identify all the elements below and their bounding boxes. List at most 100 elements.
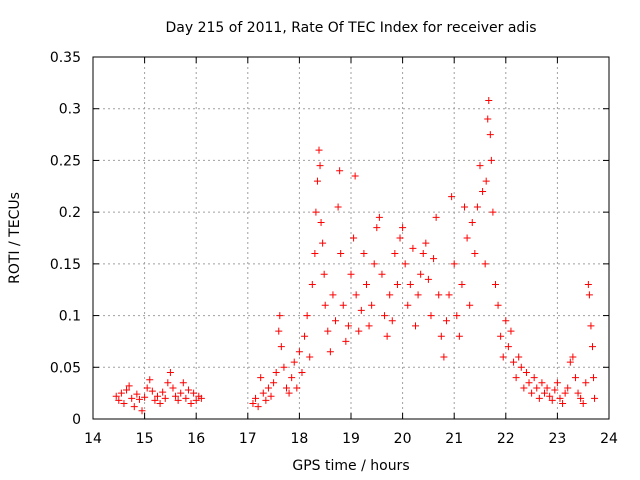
data-point [143,384,151,392]
data-point [530,374,538,382]
x-tick-label: 15 [136,431,154,447]
data-point [316,162,324,170]
data-point [249,399,257,407]
data-point [401,260,409,268]
data-point [538,379,546,387]
data-point [148,387,156,395]
data-point [551,386,559,394]
chart-title: Day 215 of 2011, Rate Of TEC Index for r… [165,20,536,36]
data-point [156,399,164,407]
data-point [375,213,383,221]
data-point [450,260,458,268]
data-point [301,332,309,340]
data-point [174,396,182,404]
data-point [172,392,180,400]
data-point [510,358,518,366]
data-point [270,379,278,387]
data-point [507,327,515,335]
data-point [161,394,169,402]
data-point [306,353,314,361]
data-point [515,353,523,361]
data-points [112,96,599,415]
data-point [319,239,327,247]
data-point [487,156,495,164]
data-point [184,386,192,394]
data-point [303,312,311,320]
data-point [355,327,363,335]
data-point [588,343,596,351]
data-point [566,358,574,366]
y-tick-labels: 0 0.05 0.1 0.15 0.2 0.25 0.3 0.35 [50,50,81,428]
data-point [336,167,344,175]
data-point [298,368,306,376]
data-point [352,291,360,299]
data-point [166,368,174,376]
data-point [337,250,345,258]
data-point [332,317,340,325]
data-point [494,301,502,309]
data-point [252,394,260,402]
data-point [373,224,381,232]
data-point [564,384,572,392]
x-tick-label: 16 [187,431,205,447]
data-point [130,403,138,411]
data-point [481,260,489,268]
data-point [468,218,476,226]
data-point [587,322,595,330]
data-point [445,291,453,299]
data-point [315,146,323,154]
x-tick-label: 21 [445,431,463,447]
data-point [115,396,123,404]
data-point [272,368,280,376]
data-point [350,234,358,242]
data-point [419,250,427,258]
data-point [311,250,319,258]
data-point [135,395,143,403]
data-point [574,389,582,397]
y-tick-label: 0.15 [50,257,81,273]
data-point [276,312,284,320]
y-tick-label: 0.1 [59,309,81,325]
data-point [585,291,593,299]
data-point [556,394,564,402]
x-tick-label: 22 [497,431,515,447]
data-point [151,396,159,404]
data-point [290,358,298,366]
data-point [393,281,401,289]
data-point [442,317,450,325]
data-point [512,374,520,382]
y-tick-label: 0.25 [50,153,81,169]
data-point [520,384,528,392]
data-point [414,291,422,299]
data-point [177,389,185,397]
data-point [339,301,347,309]
data-point [590,374,598,382]
y-tick-label: 0.05 [50,360,81,376]
data-point [320,270,328,278]
data-point [489,208,497,216]
data-point [591,394,599,402]
data-point [123,386,131,394]
data-point [334,203,342,211]
data-point [482,177,490,185]
data-point [535,394,543,402]
data-point [571,374,579,382]
data-point [342,337,350,345]
data-point [491,281,499,289]
data-point [463,234,471,242]
data-point [517,363,525,371]
data-point [455,332,463,340]
data-point [125,382,133,390]
data-point [522,368,530,376]
data-point [329,291,337,299]
data-point [128,394,136,402]
data-point [378,270,386,278]
data-point [133,390,141,398]
data-point [362,281,370,289]
data-point [502,317,510,325]
data-point [154,392,161,400]
x-tick-label: 19 [342,431,360,447]
data-point [120,399,128,407]
data-point [293,384,301,392]
data-point [386,291,394,299]
